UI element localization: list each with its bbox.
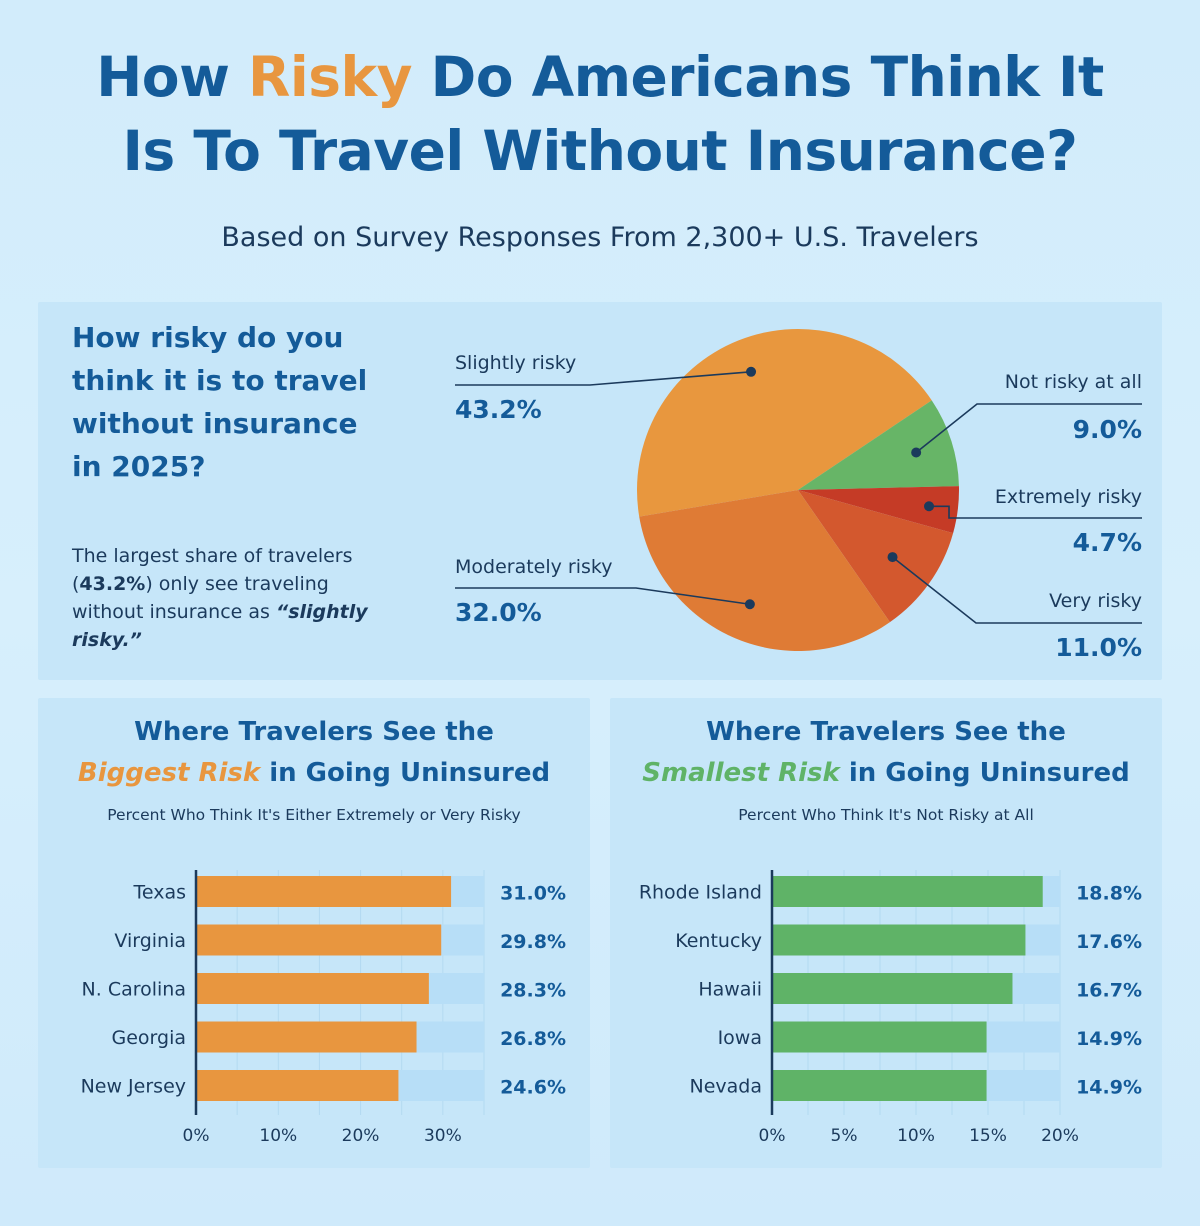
- smallest-risk-bar: [772, 1070, 987, 1101]
- smallest-risk-category-label: Kentucky: [675, 930, 762, 952]
- biggest-risk-title: Where Travelers See the Biggest Risk in …: [38, 712, 590, 794]
- biggest-risk-value-label: 28.3%: [500, 980, 566, 1002]
- pie-value-very: 11.0%: [1055, 633, 1142, 662]
- biggest-risk-category-label: Virginia: [114, 930, 186, 952]
- title-line-1: How Risky Do Americans Think It: [0, 40, 1200, 114]
- biggest-risk-value-label: 24.6%: [500, 1077, 566, 1099]
- smallest-risk-tick-label: 5%: [831, 1126, 858, 1146]
- smallest-risk-value-label: 14.9%: [1076, 1077, 1142, 1099]
- smallest-risk-value-label: 14.9%: [1076, 1028, 1142, 1050]
- biggest-risk-bar: [196, 876, 452, 907]
- smallest-risk-bar: [772, 973, 1013, 1004]
- smallest-risk-title-line2: Smallest Risk in Going Uninsured: [610, 753, 1162, 794]
- biggest-risk-category-label: New Jersey: [81, 1076, 186, 1098]
- pie-label-not: Not risky at all: [1004, 371, 1142, 393]
- biggest-risk-rest: in Going Uninsured: [260, 758, 551, 788]
- biggest-risk-title-line2: Biggest Risk in Going Uninsured: [38, 753, 590, 794]
- biggest-risk-bar-chart: Texas 31.0% Virginia 29.8% N. Carolina 28.3% G…: [81, 870, 566, 1146]
- biggest-risk-subtitle: Percent Who Think It's Either Extremely …: [107, 806, 521, 824]
- title-post: Do Americans Think It: [411, 45, 1105, 109]
- question-text: The largest share of travelers (43.2%) o…: [72, 542, 392, 654]
- biggest-risk-value-label: 29.8%: [500, 931, 566, 953]
- smallest-risk-subtitle: Percent Who Think It's Not Risky at All: [738, 806, 1034, 824]
- biggest-risk-category-label: Georgia: [112, 1027, 187, 1049]
- infographic-subtitle: Based on Survey Responses From 2,300+ U.…: [221, 222, 979, 253]
- smallest-risk-category-label: Hawaii: [698, 979, 762, 1001]
- smallest-risk-tick-label: 0%: [759, 1126, 786, 1146]
- question-title: How risky do you think it is to travel w…: [72, 321, 368, 483]
- pie-value-not: 9.0%: [1072, 415, 1142, 444]
- pie-label-very: Very risky: [1049, 590, 1142, 612]
- biggest-risk-bar: [196, 1070, 399, 1101]
- smallest-risk-emph: Smallest Risk: [642, 758, 840, 788]
- pie-value-slightly: 43.2%: [455, 395, 542, 424]
- biggest-risk-bar: [196, 1021, 417, 1053]
- smallest-risk-bar: [772, 924, 1026, 956]
- smallest-risk-category-label: Nevada: [690, 1076, 763, 1098]
- smallest-risk-category-label: Iowa: [718, 1027, 762, 1049]
- biggest-risk-tick-label: 30%: [424, 1126, 462, 1146]
- biggest-risk-value-label: 26.8%: [500, 1028, 566, 1050]
- title-highlight: Risky: [248, 45, 412, 109]
- biggest-risk-title-line1: Where Travelers See the: [134, 717, 494, 747]
- biggest-risk-tick-label: 20%: [342, 1126, 380, 1146]
- pie-label-slightly: Slightly risky: [455, 352, 577, 374]
- biggest-risk-bar: [196, 924, 442, 956]
- smallest-risk-rest: in Going Uninsured: [839, 758, 1130, 788]
- infographic-title: How Risky Do Americans Think It Is To Tr…: [0, 40, 1200, 188]
- smallest-risk-bar: [772, 1021, 987, 1053]
- pie-value-extremely: 4.7%: [1072, 528, 1142, 557]
- smallest-risk-value-label: 17.6%: [1076, 931, 1142, 953]
- title-pre: How: [96, 45, 249, 109]
- smallest-risk-bar: [772, 876, 1043, 907]
- smallest-risk-value-label: 16.7%: [1076, 980, 1142, 1002]
- question-text-mid: ) only see traveling without insurance a…: [72, 573, 329, 623]
- biggest-risk-emph: Biggest Risk: [77, 758, 261, 788]
- biggest-risk-tick-label: 0%: [183, 1126, 210, 1146]
- smallest-risk-bar-chart: Rhode Island 18.8% Kentucky 17.6% Hawaii 16.7…: [639, 870, 1142, 1146]
- question-text-italic: “slightly risky.”: [72, 601, 368, 651]
- smallest-risk-title: Where Travelers See the Smallest Risk in…: [610, 712, 1162, 794]
- biggest-risk-category-label: Texas: [132, 882, 186, 904]
- pie-label-extremely: Extremely risky: [994, 486, 1142, 508]
- biggest-risk-tick-label: 10%: [259, 1126, 297, 1146]
- smallest-risk-tick-label: 10%: [897, 1126, 935, 1146]
- smallest-risk-category-label: Rhode Island: [639, 882, 762, 904]
- biggest-risk-value-label: 31.0%: [500, 883, 566, 905]
- question-text-pre: The largest share of travelers (: [72, 545, 353, 595]
- smallest-risk-value-label: 18.8%: [1076, 883, 1142, 905]
- pie-label-moderately: Moderately risky: [455, 556, 613, 578]
- biggest-risk-category-label: N. Carolina: [82, 979, 186, 1001]
- title-line-2: Is To Travel Without Insurance?: [122, 119, 1078, 183]
- smallest-risk-title-line1: Where Travelers See the: [706, 717, 1066, 747]
- smallest-risk-tick-label: 15%: [969, 1126, 1007, 1146]
- smallest-risk-tick-label: 20%: [1041, 1126, 1079, 1146]
- biggest-risk-bar: [196, 973, 429, 1004]
- question-text-bold: 43.2%: [79, 573, 146, 595]
- pie-value-moderately: 32.0%: [455, 598, 542, 627]
